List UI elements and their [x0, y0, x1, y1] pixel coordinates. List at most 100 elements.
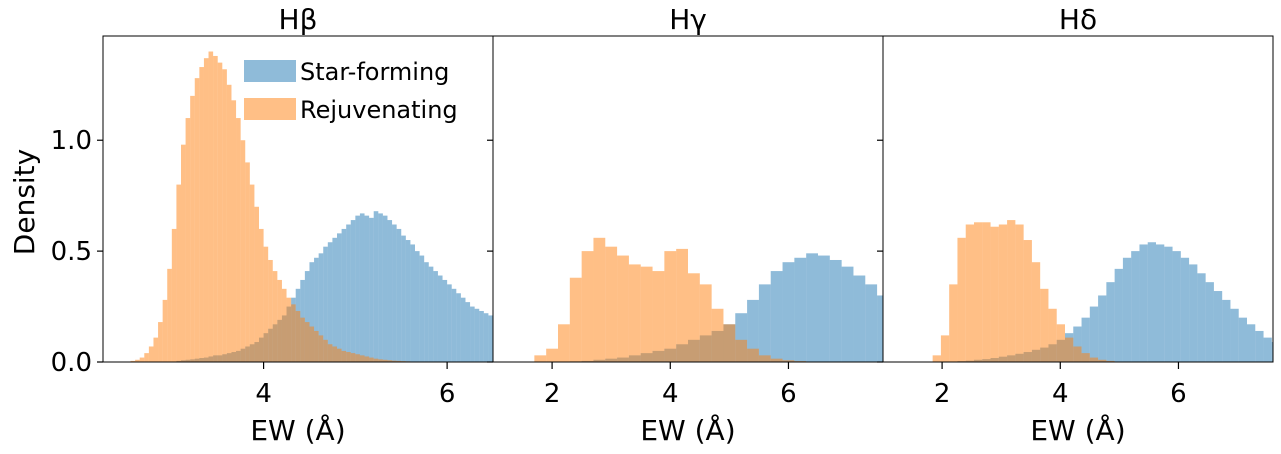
bar-star-forming-83	[507, 324, 512, 362]
bar-star-forming-21	[770, 271, 783, 362]
bar-star-forming-27	[1147, 242, 1156, 362]
bar-rejuvenating-2	[940, 335, 950, 362]
bar-rejuvenating-16	[1056, 324, 1065, 362]
bar-rejuvenating-51	[359, 355, 365, 362]
bar-rejuvenating-10	[171, 228, 177, 362]
bar-star-forming-18	[1073, 326, 1082, 362]
bar-rejuvenating-9	[628, 264, 641, 362]
bar-rejuvenating-17	[1065, 337, 1074, 362]
bar-star-forming-47	[341, 228, 347, 362]
bar-rejuvenating-15	[1048, 308, 1057, 362]
bar-star-forming-57	[387, 220, 393, 362]
bar-star-forming-71	[451, 288, 457, 362]
bar-star-forming-60	[401, 235, 406, 362]
bar-rejuvenating-7	[605, 246, 618, 362]
bar-star-forming-25	[818, 255, 830, 362]
bar-rejuvenating-8	[617, 255, 629, 362]
bar-star-forming-50	[355, 215, 360, 362]
bar-rejuvenating-9	[998, 224, 1008, 362]
bar-rejuvenating-12	[664, 251, 677, 362]
bar-star-forming-38	[1238, 317, 1247, 362]
bar-star-forming-20	[758, 284, 771, 362]
bar-rejuvenating-18	[735, 339, 748, 362]
bar-star-forming-36	[1222, 299, 1231, 362]
bar-rejuvenating-16	[199, 67, 204, 362]
bar-rejuvenating-4	[144, 353, 149, 362]
bar-rejuvenating-50	[355, 354, 360, 362]
legend-swatch-rejuvenating	[244, 98, 296, 120]
bar-rejuvenating-57	[387, 360, 393, 362]
bar-rejuvenating-4	[957, 237, 966, 362]
bar-star-forming-32	[901, 318, 913, 362]
bar-rejuvenating-46	[337, 348, 342, 362]
bar-star-forming-21	[1098, 295, 1107, 362]
bar-star-forming-48	[346, 224, 351, 362]
bar-star-forming-31	[1180, 257, 1190, 362]
bar-rejuvenating-15	[699, 284, 712, 362]
bar-rejuvenating-13	[676, 248, 688, 362]
y-tick-label: 0.0	[51, 348, 92, 378]
bar-rejuvenating-1	[534, 355, 547, 362]
bar-rejuvenating-44	[327, 344, 333, 362]
bar-rejuvenating-53	[369, 357, 374, 362]
bar-rejuvenating-38	[300, 317, 305, 362]
panel-title: Hβ	[279, 3, 318, 36]
bar-rejuvenating-15	[194, 78, 200, 362]
bar-star-forming-76	[474, 308, 480, 362]
bar-star-forming-67	[433, 271, 438, 362]
bar-rejuvenating-10	[1007, 220, 1016, 362]
bar-rejuvenating-56	[382, 359, 388, 362]
bar-rejuvenating-42	[318, 335, 324, 362]
bar-rejuvenating-13	[1031, 262, 1041, 362]
bar-star-forming-32	[1189, 264, 1198, 362]
bar-star-forming-41	[314, 257, 319, 362]
bar-rejuvenating-11	[1015, 224, 1024, 362]
bar-star-forming-37	[1230, 308, 1239, 362]
bar-star-forming-58	[392, 224, 397, 362]
x-axis-label: EW (Å)	[640, 413, 735, 447]
bar-star-forming-73	[460, 297, 466, 362]
bar-rejuvenating-3	[139, 357, 145, 362]
bar-star-forming-65	[424, 262, 429, 362]
bar-rejuvenating-6	[153, 337, 159, 362]
bar-rejuvenating-14	[1040, 288, 1049, 362]
bar-star-forming-27	[841, 266, 854, 362]
bar-rejuvenating-3	[558, 324, 570, 362]
bar-rejuvenating-32	[272, 271, 278, 362]
bar-star-forming-63	[415, 251, 420, 362]
bar-rejuvenating-48	[346, 352, 351, 362]
bar-star-forming-19	[747, 299, 759, 362]
bar-star-forming-23	[794, 257, 807, 362]
bar-rejuvenating-45	[332, 346, 337, 362]
x-tick-label: 6	[780, 379, 797, 409]
bar-rejuvenating-20	[1089, 357, 1099, 362]
bar-rejuvenating-25	[240, 140, 246, 362]
x-tick-label: 2	[934, 379, 951, 409]
bar-star-forming-54	[373, 211, 379, 362]
panel-hgamma: 2 4 6 Hγ EW (Å)	[487, 3, 913, 447]
bar-rejuvenating-35	[286, 297, 292, 362]
bar-rejuvenating-24	[236, 118, 241, 362]
bar-rejuvenating-52	[364, 356, 370, 362]
bar-star-forming-35	[1213, 291, 1223, 362]
bar-rejuvenating-33	[277, 279, 282, 362]
bar-rejuvenating-55	[378, 359, 383, 362]
bar-star-forming-30	[1172, 251, 1181, 362]
bar-rejuvenating-5	[965, 224, 974, 362]
x-tick-label: 6	[439, 379, 456, 409]
bar-rejuvenating-18	[208, 51, 214, 362]
bar-rejuvenating-58	[392, 360, 397, 362]
bar-star-forming-26	[829, 259, 842, 362]
bar-star-forming-69	[442, 279, 448, 362]
bar-rejuvenating-22	[782, 360, 795, 362]
bar-rejuvenating-5	[148, 346, 154, 362]
bar-rejuvenating-1	[932, 355, 941, 362]
bar-star-forming-39	[1247, 324, 1256, 362]
bar-rejuvenating-22	[226, 84, 232, 362]
bar-star-forming-43	[323, 246, 328, 362]
bar-rejuvenating-21	[770, 358, 783, 362]
bar-rejuvenating-31	[268, 259, 273, 362]
bar-rejuvenating-41	[314, 330, 319, 362]
bar-rejuvenating-17	[723, 324, 736, 362]
